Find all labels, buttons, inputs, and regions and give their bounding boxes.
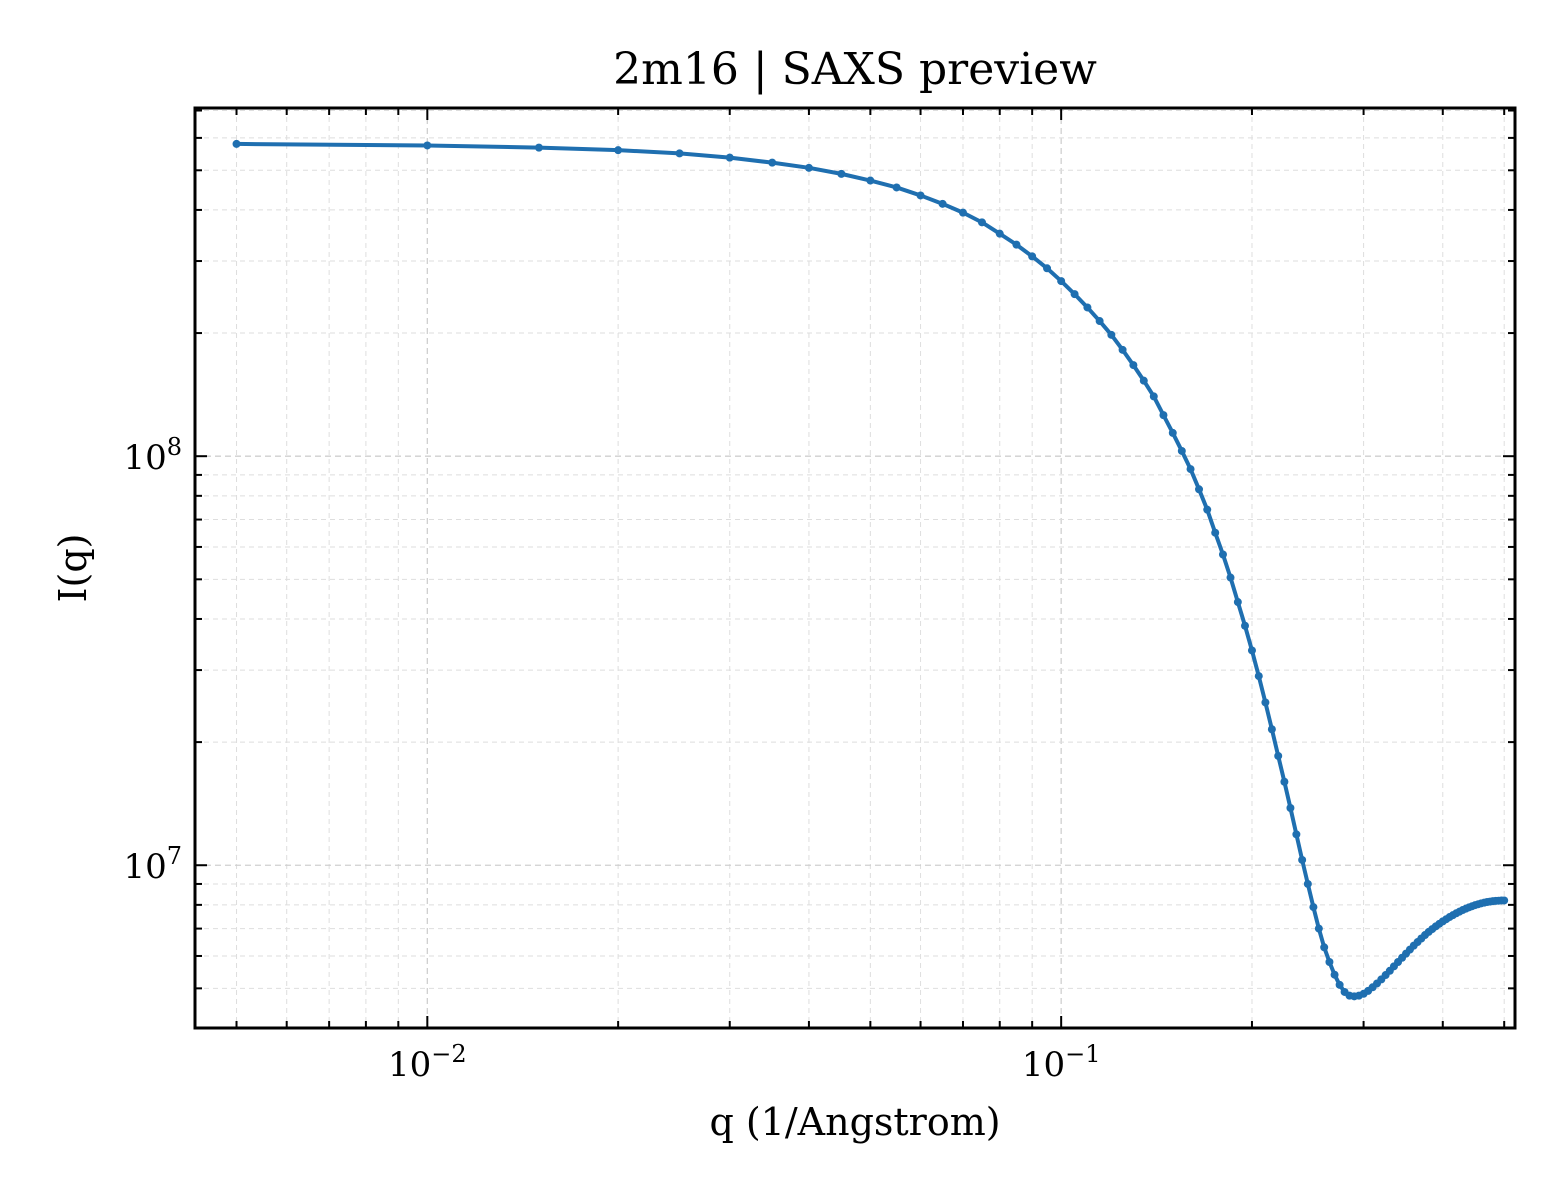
data-point xyxy=(1241,621,1249,630)
data-point xyxy=(1149,392,1158,401)
data-point xyxy=(1107,330,1116,339)
data-point xyxy=(1095,317,1104,326)
data-point xyxy=(1129,361,1138,370)
y-tick-label: 107 xyxy=(123,842,182,887)
data-point xyxy=(1195,485,1204,494)
data-point xyxy=(1286,804,1295,813)
axes-frame xyxy=(193,106,1517,1030)
data-point xyxy=(1168,428,1177,437)
data-point xyxy=(534,143,543,152)
data-point xyxy=(916,191,925,200)
data-point xyxy=(1118,345,1127,354)
data-point xyxy=(1267,725,1276,734)
x-tick-label: 10−1 xyxy=(1022,1040,1101,1085)
data-point xyxy=(1226,573,1235,582)
x-tick-label: 10−2 xyxy=(388,1040,467,1085)
data-point xyxy=(1309,903,1318,912)
data-point xyxy=(1254,672,1263,681)
data-point xyxy=(958,208,967,217)
data-point xyxy=(1218,550,1227,559)
data-point xyxy=(938,199,947,208)
tick-marks xyxy=(195,108,1515,1029)
data-point xyxy=(1280,777,1289,786)
data-point xyxy=(837,169,846,178)
data-point xyxy=(1043,264,1052,273)
data-point xyxy=(1028,252,1037,261)
data-point xyxy=(1330,970,1339,979)
data-point xyxy=(1233,598,1242,607)
data-point xyxy=(1261,698,1270,707)
data-point xyxy=(1070,290,1079,299)
data-point xyxy=(423,141,432,150)
data-point xyxy=(768,158,777,167)
data-point xyxy=(1211,528,1220,537)
data-point xyxy=(1303,879,1312,888)
data-point xyxy=(995,229,1004,238)
plot-area xyxy=(232,139,1509,1001)
x-axis-label: q (1/Angstrom) xyxy=(709,1100,1000,1144)
data-point xyxy=(1292,830,1301,839)
data-point xyxy=(1159,411,1168,420)
data-point xyxy=(1203,505,1212,514)
data-point xyxy=(866,176,875,185)
data-point xyxy=(1186,465,1195,474)
y-tick-label: 108 xyxy=(123,433,182,478)
data-point xyxy=(1012,240,1021,249)
data-point xyxy=(1177,446,1186,455)
data-point xyxy=(1139,376,1148,385)
data-point xyxy=(892,183,901,192)
data-point xyxy=(1500,896,1509,905)
data-point xyxy=(1314,924,1323,933)
data-point xyxy=(1325,957,1334,966)
data-point xyxy=(1298,855,1307,864)
data-point xyxy=(725,153,734,162)
data-point xyxy=(1247,646,1256,655)
grid xyxy=(195,108,1515,1029)
data-point xyxy=(1083,303,1092,312)
data-point xyxy=(1057,277,1066,286)
y-axis-label: I(q) xyxy=(51,534,95,603)
chart-title: 2m16 | SAXS preview xyxy=(613,44,1097,95)
data-point xyxy=(232,139,241,148)
data-point xyxy=(1274,751,1283,760)
data-point xyxy=(1320,943,1329,952)
data-point xyxy=(675,149,684,158)
data-point xyxy=(804,163,813,172)
data-point xyxy=(977,218,986,227)
tick-labels: 10−2 10−1 107 108 xyxy=(123,433,1100,1085)
data-point xyxy=(614,146,623,155)
data-point xyxy=(1335,980,1344,989)
